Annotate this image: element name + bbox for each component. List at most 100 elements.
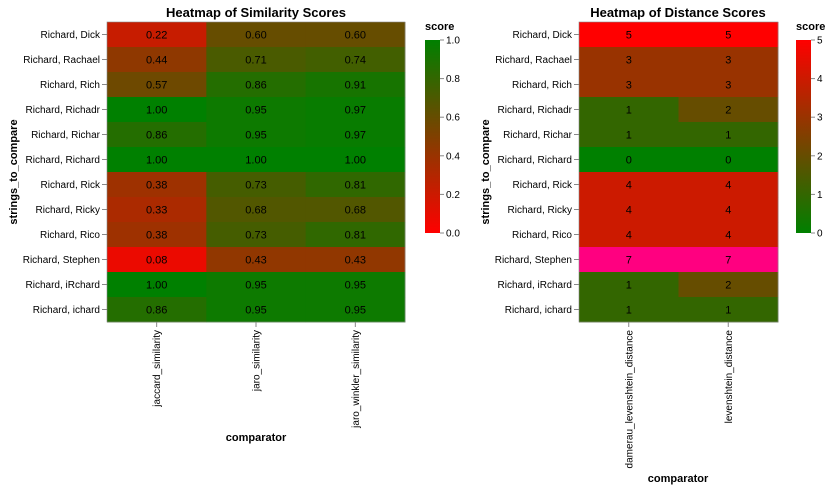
similarity-cell-label: 0.95	[245, 130, 266, 142]
distance-cell-label: 5	[626, 30, 632, 42]
similarity-cell-label: 0.08	[146, 255, 167, 267]
similarity-cell	[107, 297, 207, 323]
similarity-cell-label: 0.95	[245, 280, 266, 292]
similarity-cell	[107, 72, 207, 98]
distance-cell-label: 4	[626, 180, 632, 192]
distance-cell	[579, 197, 679, 223]
similarity-cell-label: 0.57	[146, 80, 167, 92]
similarity-cell	[206, 222, 307, 248]
similarity-cell-label: 0.43	[345, 255, 366, 267]
similarity-cell-label: 0.95	[345, 280, 366, 292]
distance-cell-label: 3	[725, 80, 731, 92]
distance-cell-label: 4	[725, 230, 731, 242]
similarity-cell	[305, 172, 406, 198]
similarity-x-tick-label: jaccard_similarity	[152, 330, 163, 408]
similarity-cell-label: 0.97	[345, 130, 366, 142]
distance-x-axis-title: comparator	[648, 473, 709, 485]
similarity-legend-tick-label: 0.2	[446, 190, 460, 201]
similarity-x-tick-label: jaro_winkler_similarity	[351, 330, 362, 429]
distance-y-tick-label: Richard, Rick	[513, 180, 573, 191]
similarity-cell	[107, 147, 207, 173]
similarity-y-tick-label: Richard, Stephen	[23, 255, 100, 266]
distance-cell	[579, 222, 679, 248]
similarity-chart-title: Heatmap of Similarity Scores	[166, 5, 346, 20]
distance-heatmap: 5 5 3 3 3 3 1 2 1 1 0 0 4 4 4 4 4 4 7 7 1 2 1 1 Richard, Dick Ric…	[495, 21, 779, 468]
similarity-cell	[206, 97, 307, 123]
similarity-cell-label: 0.44	[146, 55, 167, 67]
distance-legend-gradient	[796, 40, 811, 233]
distance-y-tick-label: Richard, Stephen	[495, 255, 572, 266]
similarity-x-axis-title: comparator	[226, 432, 287, 444]
similarity-cell	[305, 47, 406, 73]
distance-cell	[579, 72, 679, 98]
similarity-cell-label: 0.38	[146, 180, 167, 192]
similarity-cell	[305, 122, 406, 148]
similarity-cell	[305, 222, 406, 248]
distance-cell-label: 2	[725, 280, 731, 292]
distance-cell-label: 1	[626, 105, 632, 117]
similarity-y-tick-label: Richard, ichard	[33, 305, 100, 316]
similarity-cell-label: 0.73	[245, 180, 266, 192]
distance-legend: score 0 1 2 3 4 5	[796, 21, 825, 240]
distance-cell	[579, 297, 679, 323]
similarity-legend-gradient	[425, 40, 440, 233]
similarity-cell-label: 0.86	[146, 130, 167, 142]
distance-cell	[678, 222, 779, 248]
distance-y-axis-title: strings_to_compare	[480, 119, 492, 224]
distance-cell	[678, 22, 779, 48]
distance-cell	[579, 172, 679, 198]
distance-plot-frame	[578, 21, 779, 323]
similarity-y-tick-label: Richard, Richadr	[26, 105, 101, 116]
similarity-cell	[206, 297, 307, 323]
distance-cell-label: 4	[626, 205, 632, 217]
similarity-cell-label: 1.00	[146, 105, 167, 117]
distance-y-tick-label: Richard, Ricky	[508, 205, 572, 216]
similarity-cell-label: 0.86	[245, 80, 266, 92]
similarity-cell-label: 1.00	[345, 155, 366, 167]
distance-y-tick-label: Richard, Richar	[503, 130, 573, 141]
similarity-cell	[206, 247, 307, 273]
similarity-y-tick-label: Richard, Richar	[31, 130, 101, 141]
similarity-y-tick-label: Richard, Richard	[26, 155, 100, 166]
distance-y-tick-label: Richard, Rich	[512, 80, 572, 91]
similarity-cell-label: 0.95	[245, 305, 266, 317]
similarity-cell	[107, 97, 207, 123]
distance-legend-tick-label: 1	[817, 190, 823, 201]
distance-cell	[579, 147, 679, 173]
similarity-cell-label: 0.60	[245, 30, 266, 42]
similarity-cell-label: 0.95	[245, 105, 266, 117]
similarity-cell	[206, 122, 307, 148]
distance-legend-tick-label: 5	[817, 36, 823, 47]
distance-y-tick-label: Richard, Richard	[498, 155, 572, 166]
similarity-cell	[206, 22, 307, 48]
similarity-cell	[206, 147, 307, 173]
similarity-cell	[107, 47, 207, 73]
distance-legend-tick-label: 3	[817, 113, 823, 124]
similarity-cell	[107, 222, 207, 248]
distance-cell-label: 3	[626, 80, 632, 92]
distance-cell-label: 2	[725, 105, 731, 117]
distance-cell-label: 3	[626, 55, 632, 67]
distance-x-tick-label: levenshtein_distance	[724, 330, 735, 424]
distance-cell-label: 5	[725, 30, 731, 42]
similarity-cell-label: 0.81	[345, 180, 366, 192]
distance-cell-label: 1	[725, 130, 731, 142]
distance-y-tick-label: Richard, Rico	[512, 230, 572, 241]
similarity-legend-tick-label: 0.8	[446, 74, 460, 85]
distance-cell	[579, 22, 679, 48]
similarity-y-tick-label: Richard, Rick	[41, 180, 101, 191]
similarity-cell	[305, 72, 406, 98]
similarity-legend-tick-label: 0.6	[446, 113, 460, 124]
similarity-heatmap: 0.22 0.60 0.60 0.44 0.71 0.74 0.57 0.86 0.91 1.00…	[23, 21, 406, 429]
similarity-cell-label: 0.33	[146, 205, 167, 217]
distance-y-tick-label: Richard, iRchard	[498, 280, 572, 291]
similarity-cell-label: 0.43	[245, 255, 266, 267]
distance-cell-label: 4	[626, 230, 632, 242]
similarity-cell-label: 0.68	[245, 205, 266, 217]
distance-cell-label: 7	[725, 255, 731, 267]
similarity-legend-tick-label: 0.0	[446, 229, 460, 240]
similarity-cell-label: 1.00	[146, 280, 167, 292]
distance-cell-label: 3	[725, 55, 731, 67]
distance-cell	[678, 97, 779, 123]
similarity-y-axis-title: strings_to_compare	[8, 119, 20, 224]
